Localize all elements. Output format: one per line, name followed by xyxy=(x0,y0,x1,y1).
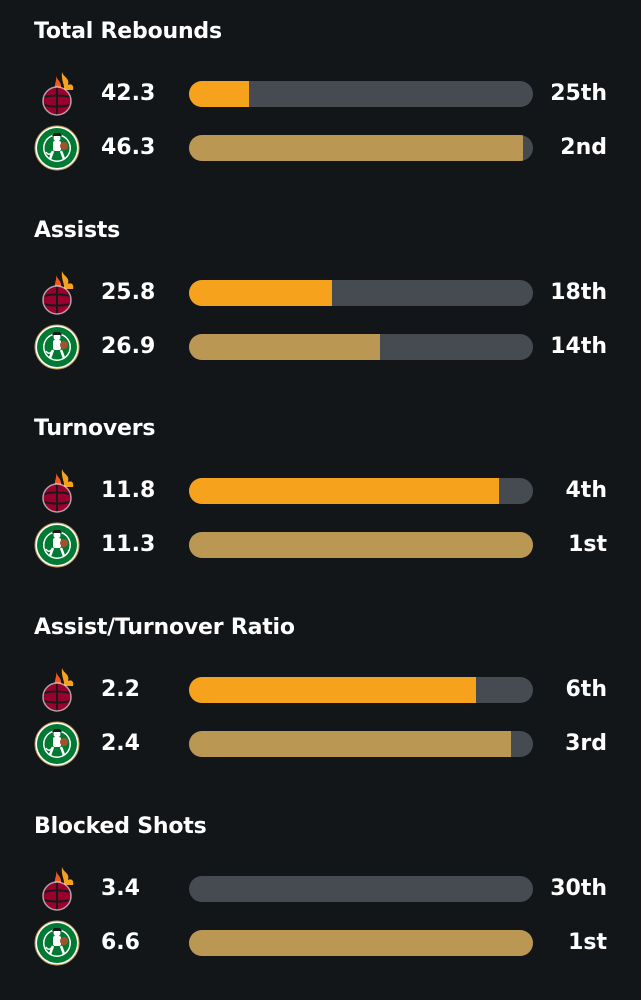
section-title: Blocked Shots xyxy=(34,814,207,839)
celtics-stat-rank: 1st xyxy=(568,532,607,557)
miami-heat-logo-icon xyxy=(34,865,80,913)
heat-row: 11.8 4th xyxy=(0,467,641,515)
celtics-bar-fill xyxy=(189,334,380,360)
boston-celtics-logo-icon xyxy=(34,521,80,569)
heat-stat-value: 42.3 xyxy=(101,81,156,106)
heat-row: 25.8 18th xyxy=(0,269,641,317)
boston-celtics-logo-icon xyxy=(34,720,80,768)
heat-stat-value: 11.8 xyxy=(101,478,156,503)
section-title: Turnovers xyxy=(34,416,156,441)
celtics-stat-bar xyxy=(189,930,533,956)
celtics-row: 2.4 3rd xyxy=(0,720,641,768)
heat-stat-value: 2.2 xyxy=(101,677,140,702)
celtics-stat-rank: 2nd xyxy=(560,135,607,160)
stat-section-blocked-shots: Blocked Shots 3.4 30th 6.6 1st xyxy=(0,795,641,985)
celtics-stat-bar xyxy=(189,731,533,757)
celtics-bar-fill xyxy=(189,532,533,558)
celtics-stat-bar xyxy=(189,135,533,161)
heat-row: 3.4 30th xyxy=(0,865,641,913)
heat-stat-rank: 6th xyxy=(565,677,608,702)
heat-stat-bar xyxy=(189,677,533,703)
celtics-stat-rank: 14th xyxy=(550,334,607,359)
celtics-row: 46.3 2nd xyxy=(0,124,641,172)
heat-row: 2.2 6th xyxy=(0,666,641,714)
celtics-stat-rank: 1st xyxy=(568,930,607,955)
celtics-bar-fill xyxy=(189,930,533,956)
heat-stat-bar xyxy=(189,478,533,504)
heat-stat-value: 25.8 xyxy=(101,280,156,305)
miami-heat-logo-icon xyxy=(34,70,80,118)
heat-row: 42.3 25th xyxy=(0,70,641,118)
boston-celtics-logo-icon xyxy=(34,323,80,371)
boston-celtics-logo-icon xyxy=(34,124,80,172)
celtics-stat-value: 2.4 xyxy=(101,731,140,756)
stat-section-total-rebounds: Total Rebounds 42.3 25th 46.3 2nd xyxy=(0,0,641,190)
celtics-row: 11.3 1st xyxy=(0,521,641,569)
heat-stat-bar xyxy=(189,280,533,306)
boston-celtics-logo-icon xyxy=(34,919,80,967)
celtics-bar-fill xyxy=(189,731,511,757)
celtics-stat-bar xyxy=(189,334,533,360)
celtics-stat-value: 11.3 xyxy=(101,532,156,557)
celtics-stat-value: 26.9 xyxy=(101,334,156,359)
heat-stat-rank: 4th xyxy=(565,478,608,503)
miami-heat-logo-icon xyxy=(34,666,80,714)
celtics-stat-rank: 3rd xyxy=(565,731,607,756)
miami-heat-logo-icon xyxy=(34,467,80,515)
heat-bar-fill xyxy=(189,677,477,703)
section-title: Assist/Turnover Ratio xyxy=(34,615,295,640)
celtics-row: 6.6 1st xyxy=(0,919,641,967)
heat-stat-rank: 25th xyxy=(550,81,607,106)
heat-bar-fill xyxy=(189,478,499,504)
section-title: Assists xyxy=(34,218,121,243)
miami-heat-logo-icon xyxy=(34,269,80,317)
heat-bar-fill xyxy=(189,280,332,306)
heat-stat-rank: 18th xyxy=(550,280,607,305)
celtics-stat-value: 46.3 xyxy=(101,135,156,160)
heat-stat-bar xyxy=(189,876,533,902)
celtics-stat-bar xyxy=(189,532,533,558)
heat-stat-value: 3.4 xyxy=(101,876,140,901)
celtics-stat-value: 6.6 xyxy=(101,930,140,955)
celtics-row: 26.9 14th xyxy=(0,323,641,371)
heat-stat-rank: 30th xyxy=(550,876,607,901)
celtics-bar-fill xyxy=(189,135,523,161)
heat-bar-fill xyxy=(189,81,250,107)
stat-section-assists: Assists 25.8 18th 26.9 14th xyxy=(0,199,641,389)
heat-stat-bar xyxy=(189,81,533,107)
section-title: Total Rebounds xyxy=(34,19,222,44)
stat-section-assist-turnover-ratio: Assist/Turnover Ratio 2.2 6th 2.4 3rd xyxy=(0,596,641,786)
stat-section-turnovers: Turnovers 11.8 4th 11.3 1st xyxy=(0,397,641,587)
